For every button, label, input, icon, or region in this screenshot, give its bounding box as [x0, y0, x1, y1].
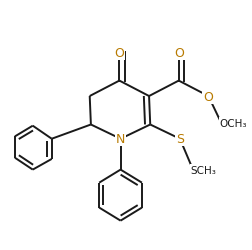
- Text: OCH₃: OCH₃: [219, 119, 246, 129]
- Text: O: O: [173, 46, 183, 59]
- Text: O: O: [114, 46, 124, 59]
- Text: O: O: [203, 90, 212, 103]
- Text: N: N: [115, 133, 125, 146]
- Text: SCH₃: SCH₃: [190, 165, 216, 175]
- Text: S: S: [175, 133, 183, 146]
